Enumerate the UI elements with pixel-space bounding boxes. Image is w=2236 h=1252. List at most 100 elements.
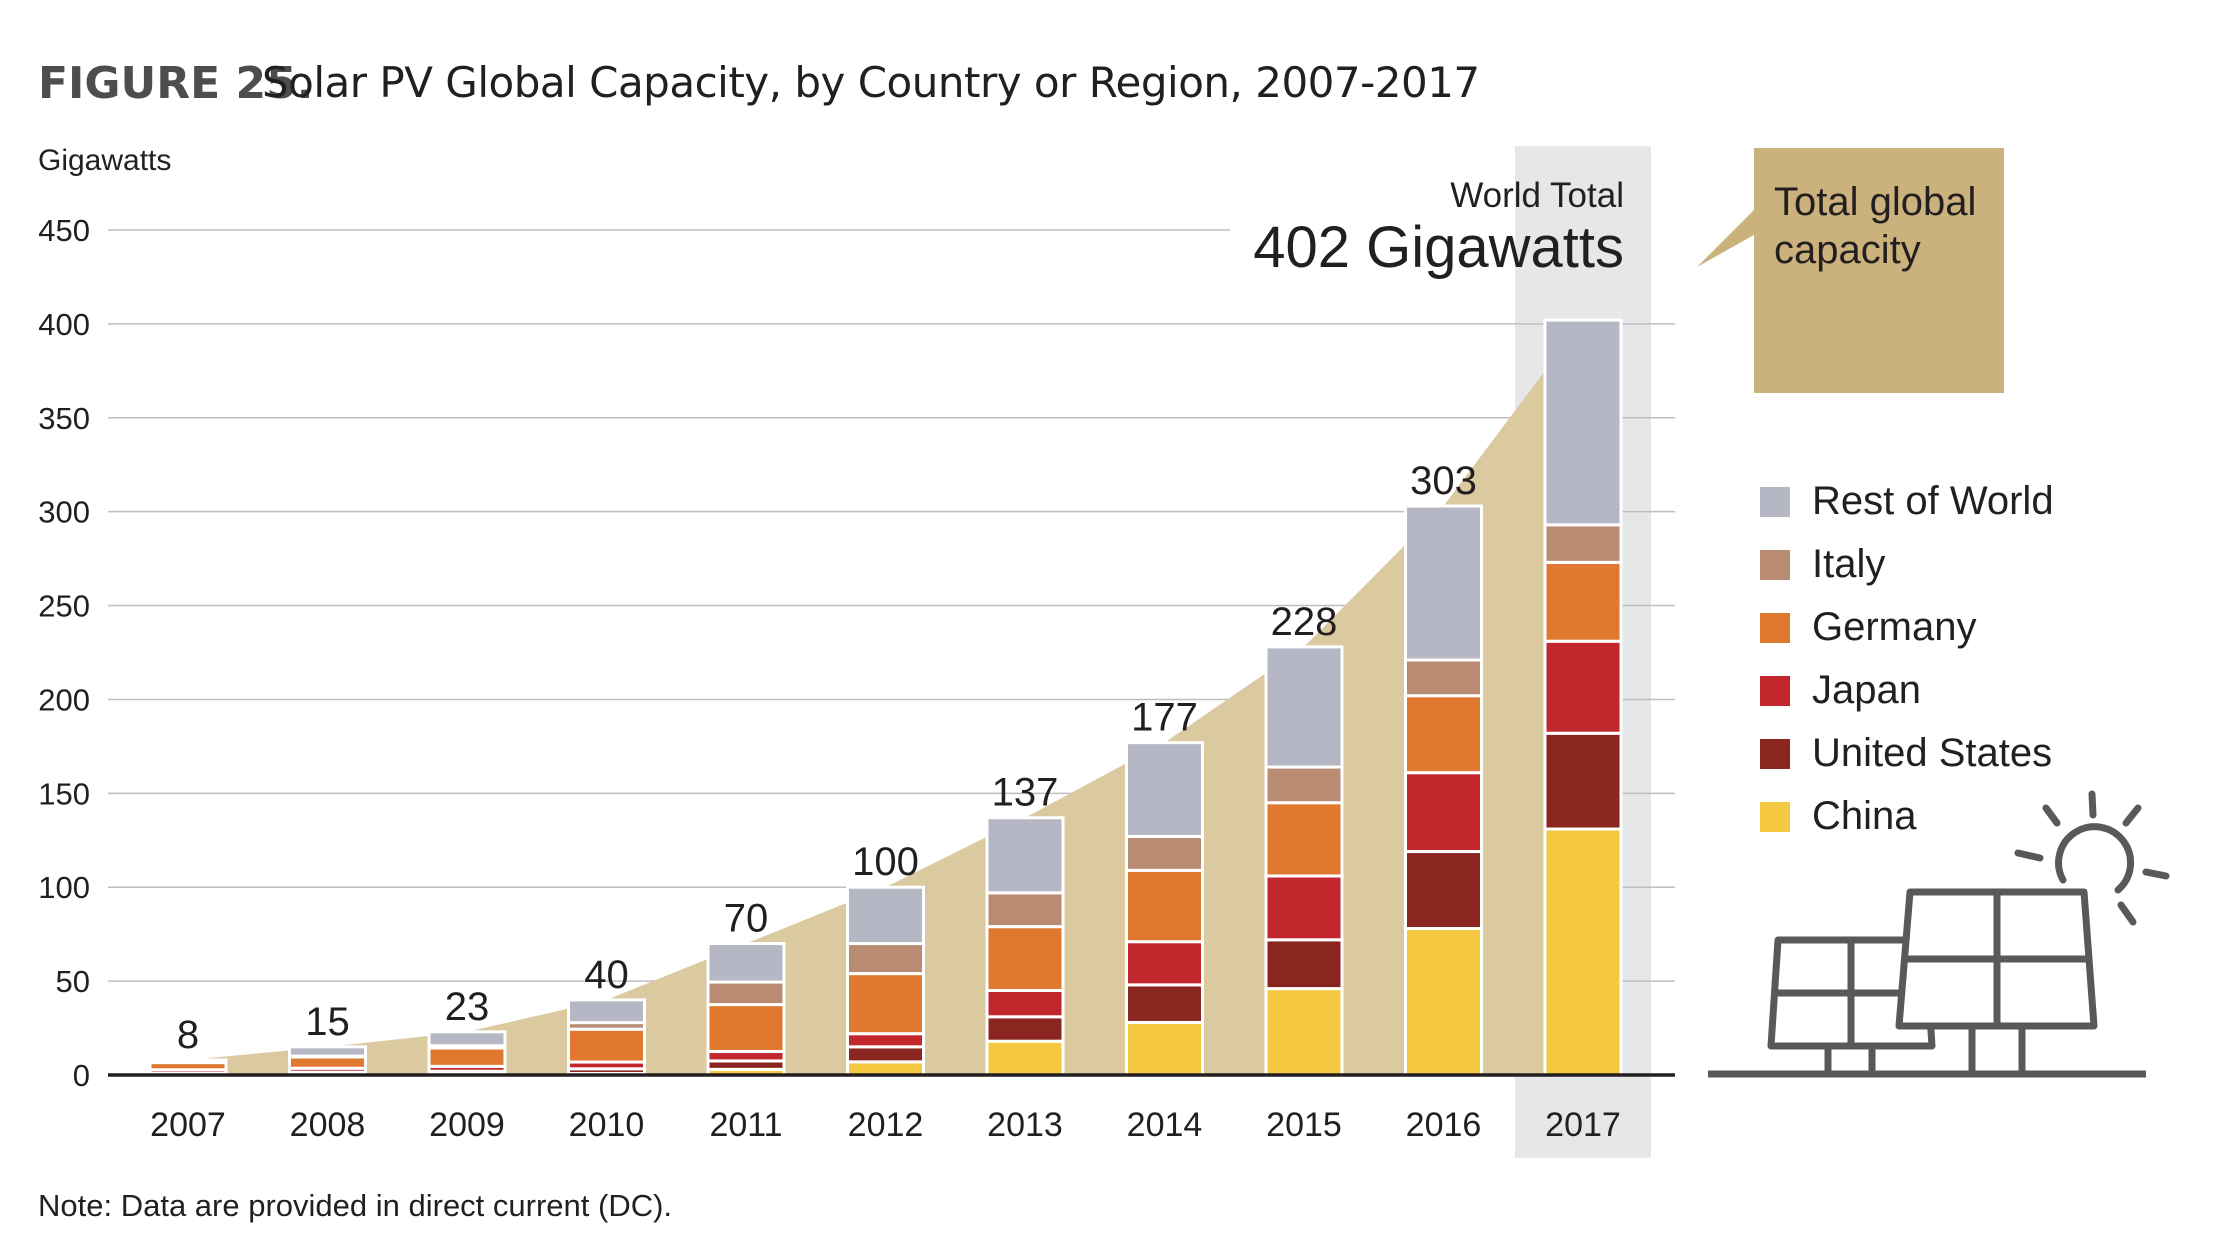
callout-text: Total global capacity — [1774, 180, 1977, 272]
legend-swatch — [1760, 738, 1790, 769]
bar-stack-2016 — [1404, 504, 1483, 1077]
y-tick-label: 0 — [73, 1058, 90, 1093]
y-tick-label: 200 — [38, 682, 90, 717]
y-axis-unit-label: Gigawatts — [38, 144, 172, 177]
bar-china-2012 — [846, 1060, 925, 1077]
bar-stack-2012 — [846, 885, 925, 1077]
x-tick-label: 2014 — [1127, 1106, 1203, 1144]
bar-united-states-2012 — [846, 1045, 925, 1064]
bar-germany-2016 — [1404, 694, 1483, 775]
bar-rest-of-world-2016 — [1404, 504, 1483, 662]
legend-label: Italy — [1812, 542, 1886, 586]
legend-item: Germany — [1760, 596, 2054, 659]
x-tick-label: 2011 — [709, 1106, 782, 1144]
bars — [148, 318, 1623, 1077]
total-label: 228 — [1271, 600, 1338, 644]
legend-item: Rest of World — [1760, 470, 2054, 533]
x-tick-label: 2010 — [569, 1106, 645, 1144]
bar-japan-2017 — [1543, 639, 1623, 735]
bar-rest-of-world-2017 — [1543, 318, 1623, 527]
legend-item: China — [1760, 785, 2054, 848]
legend-label: Rest of World — [1812, 479, 2054, 523]
bar-japan-2016 — [1404, 771, 1483, 854]
bar-united-states-2015 — [1264, 938, 1344, 991]
y-tick-label: 350 — [38, 401, 90, 436]
legend-item: Japan — [1760, 659, 2054, 722]
bar-stack-2011 — [706, 942, 786, 1077]
y-tick-label: 50 — [56, 964, 90, 999]
legend-swatch — [1760, 486, 1790, 517]
solar-panel-icon — [1708, 888, 2146, 1078]
legend-label: Japan — [1812, 668, 1921, 712]
total-label: 137 — [992, 771, 1059, 815]
bar-italy-2017 — [1543, 523, 1623, 564]
bar-united-states-2016 — [1404, 850, 1483, 931]
bar-china-2016 — [1404, 927, 1483, 1077]
legend: Rest of World Italy Germany Japan United Sta… — [1760, 470, 2054, 848]
bar-rest-of-world-2013 — [985, 816, 1065, 895]
bar-rest-of-world-2010 — [567, 998, 646, 1025]
bar-rest-of-world-2012 — [846, 885, 925, 946]
total-labels: 8 15 23 40 70 100 137 177 228 303 — [177, 459, 1477, 1057]
legend-item: Italy — [1760, 533, 2054, 596]
legend-swatch — [1760, 612, 1790, 643]
world-total-label: World Total — [1450, 176, 1624, 215]
bar-stack-2010 — [567, 998, 646, 1077]
y-tick-label: 300 — [38, 495, 90, 530]
bar-rest-of-world-2011 — [706, 942, 786, 984]
bar-germany-2015 — [1264, 801, 1344, 878]
total-capacity-area — [150, 320, 1583, 1076]
legend-swatch — [1760, 675, 1790, 706]
bar-rest-of-world-2015 — [1264, 645, 1344, 769]
y-tick-label: 150 — [38, 776, 90, 811]
x-tick-label: 2009 — [429, 1106, 505, 1144]
x-tick-label: 2012 — [848, 1106, 924, 1144]
total-label: 70 — [724, 897, 769, 941]
bar-stack-2013 — [985, 816, 1065, 1077]
bar-united-states-2014 — [1125, 983, 1204, 1024]
bar-stack-2007 — [148, 1058, 228, 1077]
bar-germany-2014 — [1125, 868, 1204, 944]
bar-united-states-2013 — [985, 1015, 1065, 1043]
bar-united-states-2017 — [1543, 731, 1623, 831]
bar-germany-2012 — [846, 972, 925, 1036]
callout-box — [1697, 148, 2004, 393]
bar-rest-of-world-2014 — [1125, 741, 1204, 839]
legend-label: United States — [1812, 731, 2053, 775]
y-tick-label: 400 — [38, 307, 90, 342]
total-label: 15 — [305, 1000, 350, 1044]
bar-rest-of-world-2008 — [288, 1045, 367, 1058]
total-label: 8 — [177, 1013, 199, 1057]
legend-label: China — [1812, 794, 1917, 838]
figure-label: FIGURE 25. — [38, 58, 314, 109]
chart-title: Solar PV Global Capacity, by Country or … — [262, 58, 1480, 107]
total-label: 100 — [852, 840, 919, 884]
legend-item: United States — [1760, 722, 2054, 785]
total-label: 303 — [1410, 459, 1477, 503]
total-label: 23 — [445, 985, 490, 1029]
bar-china-2017 — [1543, 827, 1623, 1077]
bar-china-2015 — [1264, 987, 1344, 1077]
total-label: 40 — [584, 953, 629, 997]
y-axis-ticks: 0 50 100 150 200 250 300 350 400 450 — [38, 213, 90, 1093]
bar-stack-2008 — [288, 1045, 367, 1077]
bar-japan-2015 — [1264, 874, 1344, 942]
bar-japan-2012 — [846, 1032, 925, 1049]
bar-italy-2013 — [985, 891, 1065, 929]
bar-china-2013 — [985, 1039, 1065, 1077]
bar-stack-2009 — [427, 1030, 507, 1077]
bar-stack-2015 — [1264, 645, 1344, 1077]
world-total-value: 402 Gigawatts — [1253, 215, 1624, 280]
bar-rest-of-world-2007 — [148, 1058, 228, 1064]
bar-china-2014 — [1125, 1020, 1204, 1077]
bar-germany-2017 — [1543, 560, 1623, 643]
legend-label: Germany — [1812, 605, 1977, 649]
bar-rest-of-world-2009 — [427, 1030, 507, 1048]
legend-swatch — [1760, 801, 1790, 832]
bar-germany-2011 — [706, 1003, 786, 1054]
bar-italy-2012 — [846, 942, 925, 976]
x-tick-label: 2016 — [1406, 1106, 1482, 1144]
bar-italy-2016 — [1404, 658, 1483, 698]
bar-germany-2010 — [567, 1027, 646, 1064]
